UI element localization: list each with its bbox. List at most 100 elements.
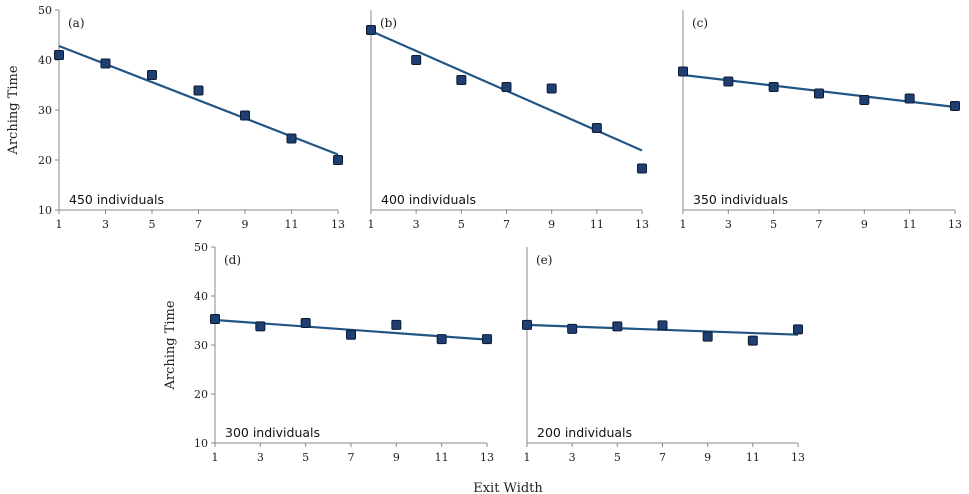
- x-tick-label: 7: [816, 218, 823, 231]
- y-tick-label: 20: [194, 388, 208, 401]
- x-tick-label: 11: [746, 451, 760, 464]
- population-annotation: 450 individuals: [69, 192, 164, 207]
- y-tick-label: 40: [194, 290, 208, 303]
- data-point: [612, 321, 623, 332]
- data-point: [54, 50, 64, 60]
- data-point: [193, 85, 204, 96]
- x-tick-label: 13: [635, 218, 649, 231]
- x-tick-label: 5: [302, 451, 309, 464]
- chart-panel: 1 3 5 7 9 11 13(e)200 individuals: [522, 247, 805, 464]
- x-tick-label: 1: [56, 218, 63, 231]
- data-point: [100, 58, 111, 69]
- y-tick-label: 50: [194, 241, 208, 254]
- x-tick-label: 5: [458, 218, 465, 231]
- y-tick-label: 30: [38, 104, 52, 117]
- x-tick-label: 5: [149, 218, 156, 231]
- x-tick-label: 13: [480, 451, 494, 464]
- x-tick-label: 5: [770, 218, 777, 231]
- data-point: [255, 321, 266, 332]
- x-tick-label: 11: [285, 218, 299, 231]
- population-annotation: 350 individuals: [693, 192, 788, 207]
- data-point: [950, 101, 960, 111]
- x-tick-label: 3: [102, 218, 109, 231]
- data-point: [391, 319, 402, 330]
- x-tick-label: 7: [348, 451, 355, 464]
- data-point: [411, 55, 422, 65]
- x-tick-label: 13: [331, 218, 345, 231]
- chart-panel: 1 3 5 7 9 11 13(c)350 individuals: [678, 10, 962, 231]
- data-point: [657, 320, 668, 331]
- x-tick-label: 3: [413, 218, 420, 231]
- data-point: [346, 329, 356, 340]
- data-point: [286, 133, 297, 144]
- x-tick-label: 13: [948, 218, 962, 231]
- data-point: [747, 335, 758, 346]
- data-point: [366, 25, 376, 35]
- data-point: [333, 155, 343, 165]
- data-point: [768, 82, 779, 92]
- data-point: [240, 110, 250, 121]
- data-point: [501, 82, 512, 92]
- data-point: [147, 70, 157, 80]
- data-point: [436, 334, 447, 345]
- data-point: [702, 331, 713, 342]
- x-tick-label: 1: [524, 451, 531, 464]
- x-tick-label: 9: [704, 451, 711, 464]
- panel-label: (c): [692, 16, 708, 30]
- data-point: [300, 317, 311, 328]
- data-point: [591, 123, 602, 133]
- population-annotation: 300 individuals: [225, 425, 320, 440]
- population-annotation: 400 individuals: [381, 192, 476, 207]
- y-tick-label: 40: [38, 54, 52, 67]
- y-tick-label: 10: [194, 437, 208, 450]
- x-tick-label: 9: [548, 218, 555, 231]
- population-annotation: 200 individuals: [537, 425, 632, 440]
- y-axis-title: Arching Time: [6, 65, 21, 155]
- data-point: [567, 323, 578, 334]
- x-tick-label: 13: [791, 451, 805, 464]
- y-tick-label: 30: [194, 339, 208, 352]
- data-point: [482, 334, 492, 345]
- data-point: [904, 93, 915, 104]
- data-point: [546, 83, 557, 94]
- x-tick-label: 9: [242, 218, 249, 231]
- y-axis-title: Arching Time: [163, 300, 178, 390]
- x-tick-label: 1: [368, 218, 375, 231]
- data-point: [456, 75, 467, 85]
- x-axis-title: Exit Width: [473, 481, 543, 494]
- x-tick-label: 11: [435, 451, 449, 464]
- data-point: [723, 76, 734, 87]
- x-tick-label: 11: [903, 218, 917, 231]
- x-tick-label: 1: [680, 218, 687, 231]
- y-tick-label: 50: [38, 4, 52, 17]
- x-tick-label: 5: [614, 451, 621, 464]
- data-point: [210, 314, 220, 325]
- chart-panel: 1 3 5 7 9 11 13(b)400 individuals: [366, 10, 649, 231]
- x-tick-label: 9: [861, 218, 868, 231]
- x-tick-label: 11: [590, 218, 604, 231]
- panel-label: (b): [380, 16, 397, 30]
- x-tick-label: 3: [569, 451, 576, 464]
- x-tick-label: 7: [195, 218, 202, 231]
- data-point: [814, 88, 824, 99]
- x-tick-label: 9: [393, 451, 400, 464]
- data-point: [522, 319, 532, 330]
- x-tick-label: 1: [212, 451, 219, 464]
- panel-label: (e): [536, 253, 552, 267]
- data-point: [678, 66, 688, 77]
- data-point: [793, 324, 803, 335]
- x-tick-label: 7: [503, 218, 510, 231]
- data-point: [859, 95, 870, 105]
- x-tick-label: 7: [659, 451, 666, 464]
- x-tick-label: 3: [257, 451, 264, 464]
- panel-label: (a): [68, 16, 85, 30]
- panel-label: (d): [224, 253, 241, 267]
- x-tick-label: 3: [725, 218, 732, 231]
- data-point: [637, 163, 647, 174]
- y-tick-label: 10: [38, 204, 52, 217]
- y-tick-label: 20: [38, 154, 52, 167]
